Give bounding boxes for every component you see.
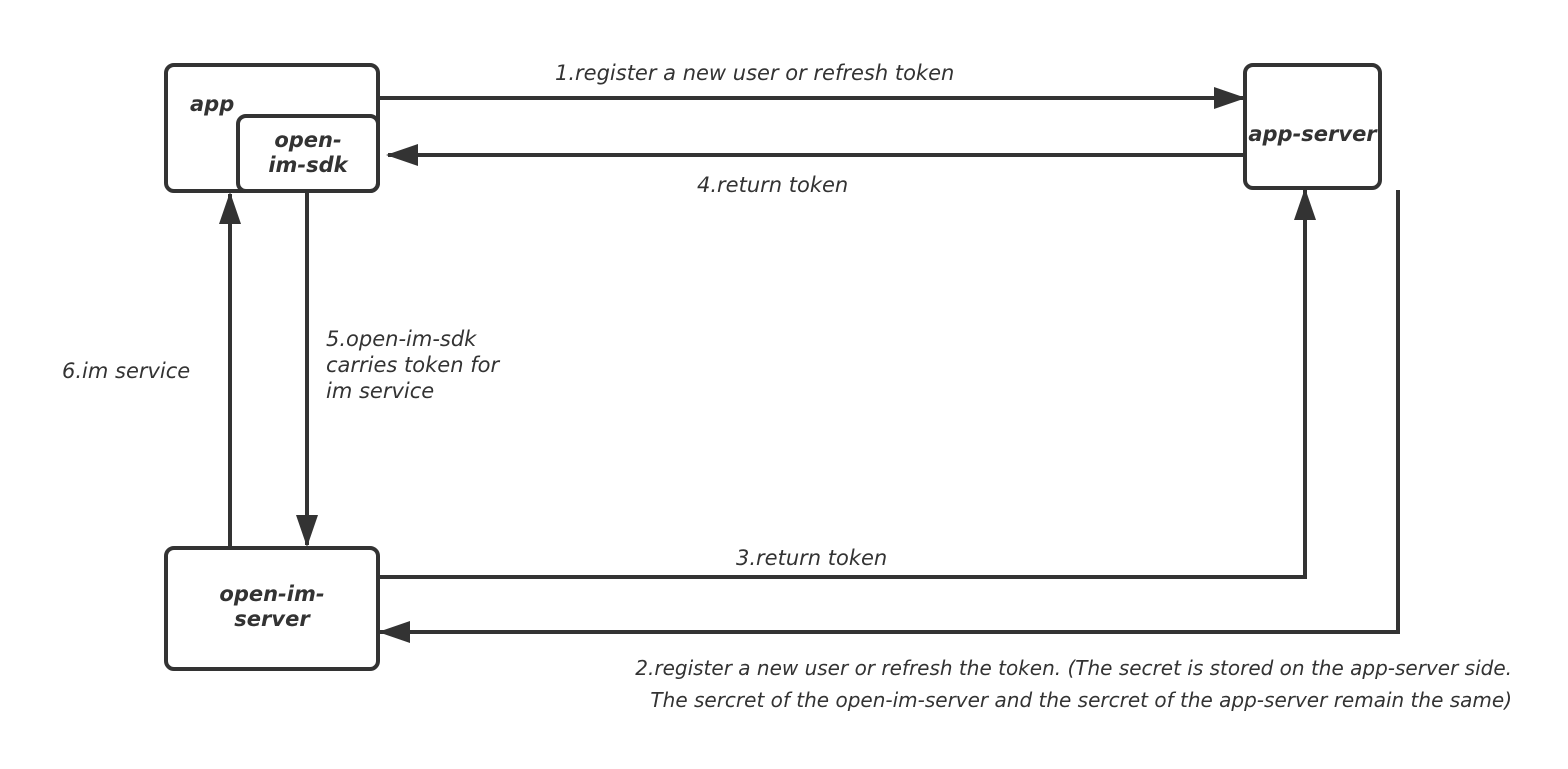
open-im-sdk-label: open- im-sdk xyxy=(238,128,378,178)
im-server-line1: open-im- xyxy=(219,582,325,606)
arrow-3 xyxy=(380,188,1316,579)
edge-3-label: 3.return token xyxy=(736,546,888,570)
edge-1-label: 1.register a new user or refresh token xyxy=(555,61,955,85)
open-im-server-box xyxy=(164,546,380,671)
edge-2-line2: The sercret of the open-im-server and th… xyxy=(650,688,1512,712)
open-im-sdk-box xyxy=(236,114,380,193)
app-server-label: app-server xyxy=(1248,122,1377,146)
open-im-server-label: open-im- server xyxy=(166,582,378,632)
edge-2-line1: 2.register a new user or refresh the tok… xyxy=(635,656,1512,680)
edge-5-line2: carries token for xyxy=(326,353,500,377)
edge-5-label: 5.open-im-sdk carries token for im servi… xyxy=(326,326,499,404)
app-label: app xyxy=(190,92,235,116)
edge-4-label: 4.return token xyxy=(697,173,849,197)
sdk-line1: open- xyxy=(274,128,342,152)
sdk-line2: im-sdk xyxy=(268,153,348,177)
arrow-2 xyxy=(378,190,1400,643)
edge-6-label: 6.im service xyxy=(62,359,191,383)
edge-2-label: 2.register a new user or refresh the tok… xyxy=(635,655,1512,713)
edge-5-line3: im service xyxy=(326,379,435,403)
im-server-line2: server xyxy=(234,607,310,631)
edge-5-line1: 5.open-im-sdk xyxy=(326,327,477,351)
